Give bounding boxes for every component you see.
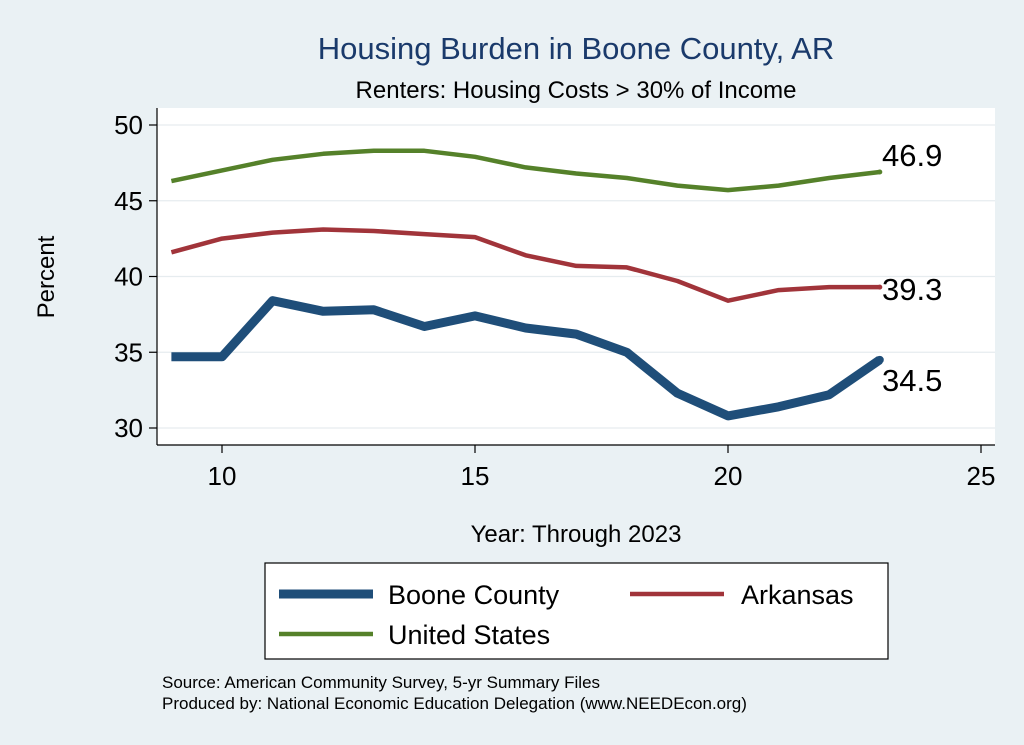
- chart-title: Housing Burden in Boone County, AR: [318, 31, 834, 66]
- x-tick-label-15: 15: [461, 461, 490, 491]
- end-label-arkansas: 39.3: [882, 272, 942, 307]
- legend-box: [264, 562, 889, 660]
- y-tick-label-30: 30: [114, 413, 143, 443]
- end-labels: 34.5 39.3 46.9: [882, 138, 942, 398]
- y-axis-title: Percent: [33, 235, 60, 318]
- series-endpoint-arkansas: [877, 284, 883, 290]
- y-tick-label-35: 35: [114, 337, 143, 367]
- x-tick-label-10: 10: [208, 461, 237, 491]
- series-endpoint-united-states: [877, 169, 883, 175]
- y-tick-label-40: 40: [114, 262, 143, 292]
- series-line-united-states: [170, 148, 881, 193]
- x-tick-label-25: 25: [967, 461, 996, 491]
- producer-note: Produced by: National Economic Education…: [162, 694, 747, 713]
- legend-label-boone-county: Boone County: [388, 580, 560, 610]
- chart-subtitle: Renters: Housing Costs > 30% of Income: [356, 77, 797, 104]
- y-tick-label-45: 45: [114, 186, 143, 216]
- x-axis-title: Year: Through 2023: [471, 521, 682, 548]
- x-tick-label-20: 20: [714, 461, 743, 491]
- x-ticks: 10 15 20 25: [208, 445, 996, 491]
- end-label-boone-county: 34.5: [882, 363, 942, 398]
- series-line-boone-county: [171, 296, 883, 421]
- series-endpoint-boone-county: [875, 355, 884, 364]
- legend-label-arkansas: Arkansas: [741, 580, 854, 610]
- series-line-arkansas: [170, 227, 880, 303]
- end-label-united-states: 46.9: [882, 138, 942, 173]
- legend: Boone County Arkansas United States: [264, 562, 889, 660]
- y-tick-label-50: 50: [114, 110, 143, 140]
- series-lines: [170, 148, 884, 421]
- legend-label-united-states: United States: [388, 620, 550, 650]
- y-ticks: 30 35 40 45 50: [114, 110, 157, 443]
- gridlines: [157, 124, 995, 429]
- source-note: Source: American Community Survey, 5-yr …: [162, 673, 600, 692]
